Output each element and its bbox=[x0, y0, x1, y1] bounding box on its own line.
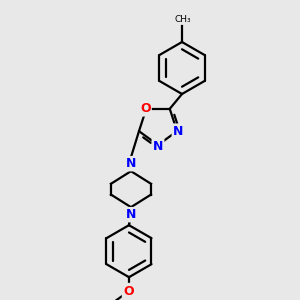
Text: O: O bbox=[124, 285, 134, 298]
Text: O: O bbox=[140, 102, 151, 115]
Text: N: N bbox=[126, 208, 136, 221]
Text: N: N bbox=[153, 140, 163, 152]
Text: CH₃: CH₃ bbox=[175, 15, 191, 24]
Text: N: N bbox=[173, 125, 183, 138]
Text: N: N bbox=[126, 157, 136, 170]
